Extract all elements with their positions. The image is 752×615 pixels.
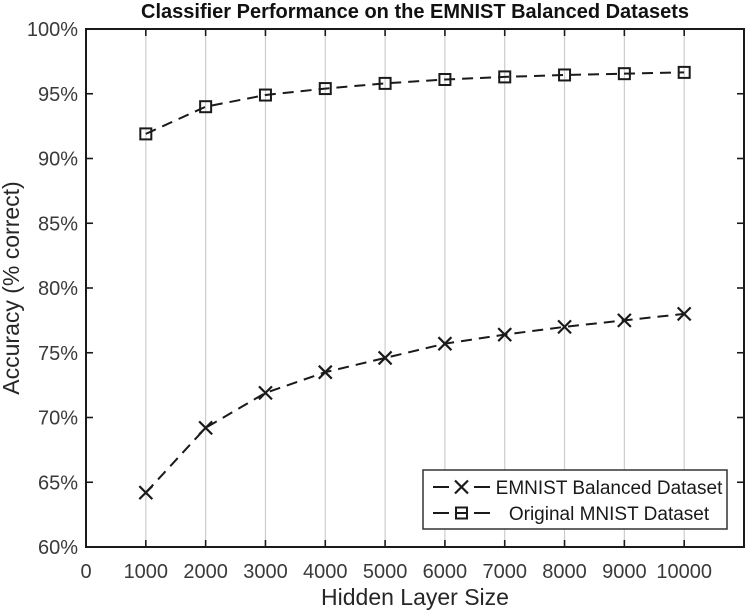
x-tick-label: 2000	[183, 561, 228, 583]
legend-layer	[422, 469, 728, 530]
data-point-x-marker	[317, 364, 333, 380]
x-tick-label: 5000	[363, 561, 408, 583]
data-point-square-marker	[677, 65, 691, 79]
data-point-x-marker	[437, 336, 453, 351]
y-axis-label: Accuracy (% correct)	[0, 181, 24, 394]
x-tick-label: 1000	[124, 561, 169, 583]
chart-title: Classifier Performance on the EMNIST Bal…	[141, 1, 689, 23]
axes-layer: 0 1000 2000 3000 4000 5000 6000 7000 8000 9000 100…	[27, 19, 745, 583]
data-point-x-marker	[557, 319, 572, 335]
data-point-x-marker	[258, 385, 273, 401]
y-tick-label: 95%	[38, 84, 78, 106]
data-point-square-marker	[438, 73, 452, 87]
legend-square-marker	[455, 506, 468, 520]
data-point-x-marker	[676, 306, 692, 322]
x-tick-label: 10000	[656, 561, 712, 583]
data-point-square-marker	[139, 127, 153, 141]
data-point-x-marker	[617, 313, 632, 328]
y-tick-label: 75%	[38, 343, 78, 365]
y-tick-label: 90%	[38, 149, 78, 171]
series-line-x	[145, 312, 685, 494]
x-tick-label: 0	[80, 561, 91, 583]
y-tick-label: 80%	[38, 278, 78, 300]
data-point-square-marker	[378, 76, 392, 90]
y-tick-label: 65%	[38, 472, 78, 494]
x-tick-label: 6000	[423, 561, 468, 583]
data-point-square-marker	[258, 88, 272, 102]
legend-box	[422, 469, 728, 530]
data-point-x-marker	[497, 327, 513, 342]
data-point-square-marker	[558, 68, 572, 82]
data-point-square-marker	[498, 70, 512, 84]
x-tick-label: 7000	[482, 561, 527, 583]
gridline-layer	[145, 29, 685, 547]
x-tick-label: 4000	[303, 561, 348, 583]
data-point-square-marker	[318, 82, 332, 96]
series-layer	[138, 65, 692, 500]
legend-x-marker	[454, 479, 469, 495]
y-tick-label: 100%	[27, 19, 78, 41]
legend-label-emnist: EMNIST Balanced Dataset	[496, 478, 723, 499]
y-tick-label: 60%	[38, 537, 78, 559]
series-line-square	[145, 71, 685, 135]
data-point-x-marker	[198, 420, 213, 436]
x-axis-label: Hidden Layer Size	[321, 584, 509, 610]
x-tick-label: 3000	[243, 561, 288, 583]
y-tick-label: 85%	[38, 213, 78, 235]
y-tick-label: 70%	[38, 408, 78, 430]
data-point-square-marker	[617, 67, 631, 81]
x-tick-label: 8000	[542, 561, 587, 583]
data-point-x-marker	[377, 350, 393, 366]
legend-label-mnist: Original MNIST Dataset	[509, 504, 710, 525]
x-tick-label: 9000	[602, 561, 647, 583]
data-point-square-marker	[199, 100, 213, 114]
data-point-x-marker	[138, 485, 154, 500]
